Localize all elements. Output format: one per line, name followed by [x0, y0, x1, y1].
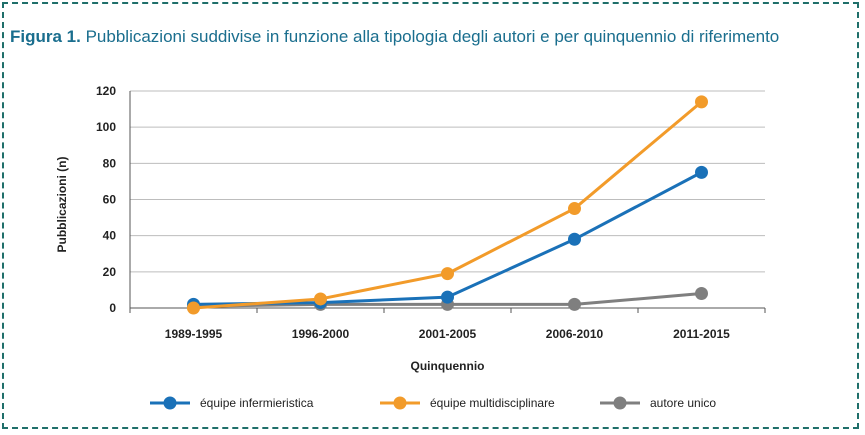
- legend-swatch-marker: [393, 396, 407, 410]
- legend-label: équipe multidisciplinare: [430, 396, 555, 410]
- data-point: [568, 232, 581, 246]
- y-tick-label: 0: [109, 301, 116, 315]
- x-tick-label: 2011-2015: [673, 327, 730, 341]
- axes: 0 20 40 60 80 100 120 1989-1995 1996-2000 2001-20…: [55, 84, 766, 373]
- x-tick-label: 1996-2000: [292, 327, 350, 341]
- y-tick-label: 20: [103, 265, 117, 279]
- legend-swatch-marker: [613, 396, 627, 410]
- y-tick-label: 100: [96, 120, 116, 134]
- data-point: [441, 267, 454, 281]
- y-tick-label: 120: [96, 84, 116, 98]
- y-axis-title: Pubblicazioni (n): [55, 157, 69, 253]
- legend-label: équipe infermieristica: [200, 396, 314, 410]
- series-group: [187, 95, 708, 315]
- figure-caption: Pubblicazioni suddivise in funzione alla…: [85, 27, 780, 46]
- data-point: [314, 292, 327, 306]
- y-tick-label: 60: [103, 193, 117, 207]
- figure-label: Figura 1.: [10, 27, 81, 46]
- data-point: [695, 165, 708, 179]
- y-tick-label: 80: [103, 156, 117, 170]
- data-point: [695, 95, 708, 109]
- x-tick-label: 1989-1995: [165, 327, 223, 341]
- series-line: [193, 171, 703, 306]
- legend: équipe infermieristica équipe multidiscip…: [150, 396, 716, 410]
- x-axis-title: Quinquennio: [411, 359, 485, 373]
- data-point: [568, 202, 581, 216]
- y-tick-label: 40: [103, 229, 117, 243]
- data-point: [568, 297, 581, 311]
- grid-lines: [130, 90, 765, 273]
- x-tick-label: 2006-2010: [546, 327, 604, 341]
- legend-swatch-marker: [163, 396, 177, 410]
- data-point: [695, 287, 708, 301]
- figure-frame: [2, 2, 859, 429]
- data-point: [187, 301, 200, 315]
- x-tick-label: 2001-2005: [419, 327, 477, 341]
- figure-title: Figura 1. Pubblicazioni suddivise in fun…: [10, 27, 779, 47]
- legend-label: autore unico: [650, 396, 716, 410]
- data-point: [441, 290, 454, 304]
